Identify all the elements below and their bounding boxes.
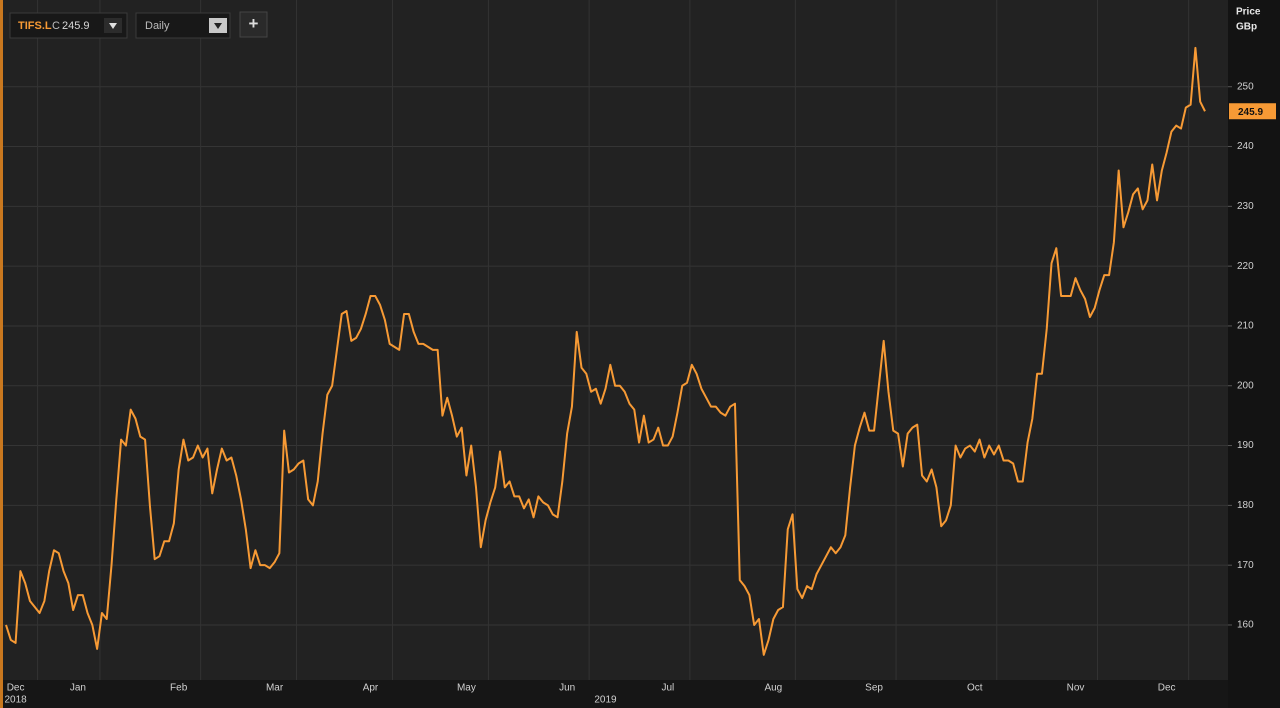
x-tick-label: May [457,683,476,694]
x-tick-label: Jan [70,683,86,694]
y-tick-label: 230 [1237,201,1254,212]
symbol: TIFS.L [18,20,52,32]
close-price: 245.9 [62,20,90,32]
y-tick-label: 250 [1237,81,1254,92]
plot-area [3,0,1228,680]
year-label: 2019 [594,695,617,706]
x-tick-label: Nov [1067,683,1085,694]
y-tick-label: 220 [1237,261,1254,272]
y-tick-label: 170 [1237,560,1254,571]
close-prefix: C [52,20,60,32]
x-tick-label: Feb [170,683,188,694]
y-tick-label: 200 [1237,380,1254,391]
last-price-tag [1229,103,1276,120]
interval: Daily [145,20,170,32]
marks [5,46,1206,656]
x-tick-label: Dec [1158,683,1176,694]
x-tick-label: Jul [661,683,674,694]
left-border [0,0,3,708]
y-tick-label: 190 [1237,440,1254,451]
y-axis-unit: GBp [1236,22,1257,33]
x-tick-label: Oct [967,683,983,694]
x-tick-label: Mar [266,683,284,694]
dropdown-arrow [214,23,222,29]
y-axis-title: Price [1236,7,1261,18]
add-icon: + [249,14,259,33]
y-tick-label: 180 [1237,500,1254,511]
y-tick-label: 210 [1237,321,1254,332]
y-tick-label: 160 [1237,620,1254,631]
x-tick-label: Sep [865,683,883,694]
year-label: 2018 [4,695,27,706]
price-line [5,46,1206,656]
x-tick-label: Dec [7,683,25,694]
x-axis-strip [3,680,1228,708]
y-tick-label: 240 [1237,141,1254,152]
x-tick-label: Aug [764,683,782,694]
x-tick-label: Apr [363,683,379,694]
add-button[interactable] [239,11,268,38]
x-tick-label: Jun [559,683,575,694]
last-price-label: 245.9 [1238,107,1263,118]
dropdown-arrow [109,23,117,29]
